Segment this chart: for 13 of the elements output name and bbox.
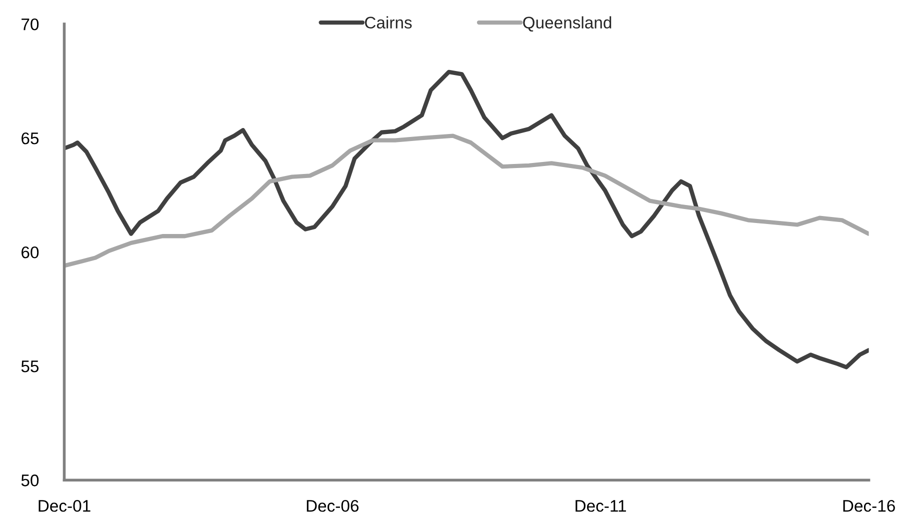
x-tick-label: Dec-11 (576, 500, 626, 512)
legend-label: Cairns (365, 16, 412, 29)
line-series (64, 134, 869, 268)
x-tick-label: Dec-06 (306, 500, 359, 512)
y-tick-label: 65 (22, 132, 39, 144)
x-tick-label: Dec-16 (843, 500, 895, 512)
y-tick-label: 60 (22, 246, 39, 258)
y-tick-label: 55 (21, 360, 39, 372)
y-tick-label: 50 (21, 474, 39, 486)
line-series (64, 70, 869, 370)
x-tick-label: Dec-01 (38, 500, 90, 512)
legend-label: Queensland (523, 16, 612, 32)
y-tick-label: 70 (22, 18, 39, 30)
